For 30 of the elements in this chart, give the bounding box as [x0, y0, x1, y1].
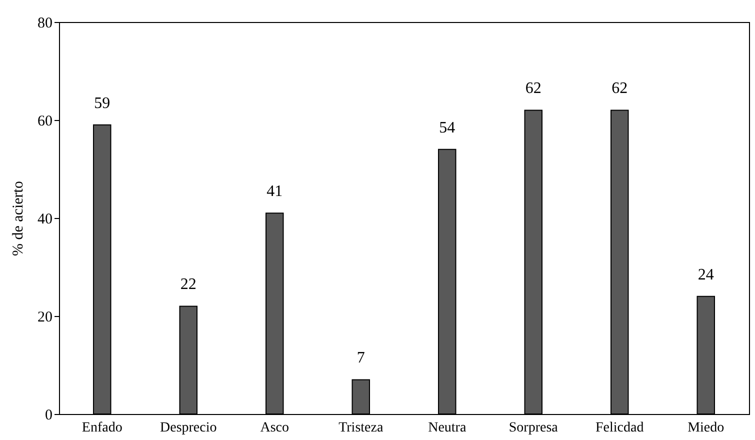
x-tick-label: Neutra: [428, 420, 467, 436]
x-tick-label: Tristeza: [338, 420, 384, 436]
bar: [524, 110, 542, 414]
data-label: 24: [698, 266, 714, 284]
x-tick-label: Miedo: [688, 420, 724, 436]
y-tick-label: 40: [38, 212, 52, 228]
x-tick-label: Asco: [260, 420, 290, 436]
y-tick-label: 60: [38, 114, 52, 130]
y-tick-label: 80: [38, 16, 52, 32]
data-label: 54: [439, 119, 456, 136]
y-axis-title: % de acierto: [10, 181, 26, 256]
data-label: 7: [356, 350, 365, 367]
data-label: 41: [266, 183, 283, 200]
data-label: 62: [612, 80, 628, 98]
bar: [696, 296, 715, 414]
bar: [438, 148, 456, 414]
bar: [266, 212, 284, 414]
data-label: 22: [180, 276, 196, 294]
x-tick-label: Felicdad: [596, 420, 644, 436]
y-tick-label: 0: [45, 408, 52, 424]
x-tick-label: Desprecio: [160, 420, 217, 436]
x-tick-label: Sorpresa: [508, 420, 559, 436]
data-label: 62: [525, 80, 542, 98]
bar: [610, 110, 629, 414]
y-tick-label: 20: [38, 310, 52, 326]
bar: [352, 379, 370, 414]
bar: [93, 124, 112, 414]
data-label: 59: [94, 94, 110, 112]
x-tick-label: Enfado: [82, 420, 122, 436]
bar: [179, 306, 198, 414]
